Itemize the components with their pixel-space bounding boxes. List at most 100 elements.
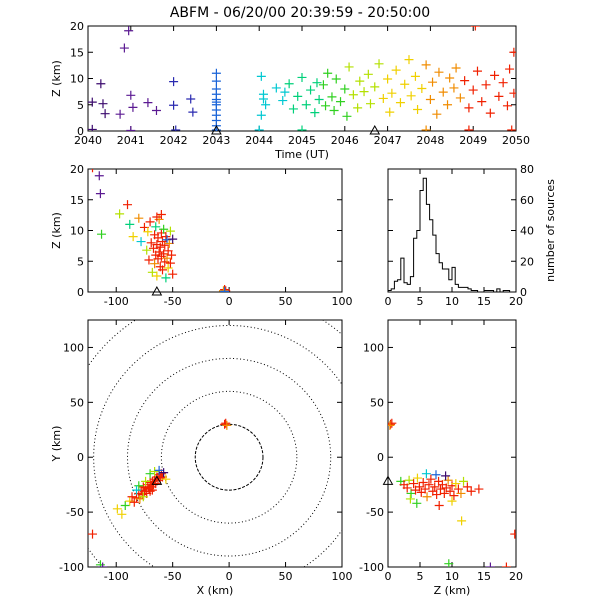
data-point	[455, 93, 465, 103]
data-point	[280, 87, 290, 97]
data-point	[348, 90, 358, 100]
data-point	[470, 26, 480, 31]
x-tick-label: 50	[279, 295, 293, 308]
data-point	[132, 485, 142, 495]
data-point	[151, 222, 161, 232]
x-tick-label: 100	[332, 570, 353, 583]
data-point	[474, 484, 484, 494]
y-tick-label: 10	[70, 73, 84, 86]
x-tick-label: 10	[445, 295, 459, 308]
y-tick-label: 0	[77, 286, 84, 299]
data-point	[150, 259, 160, 269]
data-point	[134, 481, 144, 491]
data-point	[256, 110, 266, 120]
data-point	[336, 97, 346, 107]
y-tick-label: 60	[520, 194, 534, 207]
data-point	[95, 189, 105, 199]
data-point	[169, 77, 179, 87]
data-point	[254, 125, 264, 131]
x-tick-label: 15	[477, 295, 491, 308]
data-point	[445, 486, 455, 496]
data-point	[211, 76, 221, 86]
data-point	[162, 253, 172, 263]
data-point	[472, 66, 482, 76]
data-point	[342, 111, 352, 121]
data-point	[293, 91, 303, 101]
panel-plan-view: -100 -50 0 50 100 -100 -50 0 50 100 X (km) Y (km)	[50, 319, 353, 597]
x-tick-label: 0	[226, 570, 233, 583]
data-point	[152, 212, 162, 222]
data-point	[485, 108, 495, 118]
data-point	[409, 479, 419, 489]
y-axis-label: Z (km)	[50, 60, 63, 97]
data-point	[447, 481, 457, 491]
data-point	[327, 92, 337, 102]
data-point	[288, 104, 298, 114]
data-point	[153, 233, 163, 243]
data-point	[147, 267, 157, 277]
data-point	[444, 559, 454, 567]
y-tick-label: 20	[70, 163, 84, 176]
data-point	[365, 99, 375, 109]
data-point	[435, 484, 445, 494]
range-rings	[88, 320, 342, 567]
data-point	[145, 217, 155, 227]
data-point	[406, 91, 416, 101]
data-point	[412, 498, 422, 508]
data-point	[485, 562, 495, 567]
data-point	[278, 96, 288, 106]
data-point	[388, 420, 395, 430]
data-point	[388, 418, 397, 428]
data-point	[161, 474, 171, 484]
y-axis-label: number of sources	[544, 179, 557, 282]
data-point	[400, 79, 410, 89]
data-point	[144, 255, 154, 265]
data-point	[383, 74, 393, 84]
data-point	[447, 496, 457, 506]
data-point	[507, 125, 516, 131]
data-point	[151, 106, 161, 116]
y-axis: -100 -50 0 50 100	[359, 341, 516, 574]
y-tick-label: 20	[70, 20, 84, 33]
y-axis: 0 5 10 15 20	[70, 20, 516, 138]
x-tick-label: 10	[445, 570, 459, 583]
data-point	[120, 501, 130, 511]
data-point	[256, 71, 266, 81]
data-point	[96, 79, 106, 89]
x-tick-label: -50	[164, 295, 182, 308]
data-point	[125, 219, 135, 229]
data-point	[161, 273, 171, 283]
y-tick-label: -50	[66, 506, 84, 519]
station-triangle-marker	[382, 475, 394, 485]
data-point	[464, 125, 474, 131]
data-point	[424, 480, 434, 490]
x-axis: -100 -50 0 50 100	[104, 320, 353, 583]
y-tick-label: 0	[520, 286, 527, 299]
x-tick-label: -100	[104, 570, 129, 583]
x-tick-label: 0	[226, 295, 233, 308]
data-point	[147, 485, 157, 495]
data-point	[329, 106, 339, 116]
data-point	[318, 80, 328, 90]
data-point	[220, 419, 230, 429]
y-tick-label: 15	[70, 46, 84, 59]
data-point	[421, 60, 431, 70]
data-point	[466, 486, 476, 496]
data-point	[494, 91, 504, 101]
data-point	[222, 420, 232, 430]
x-tick-label: 2047	[374, 134, 402, 147]
data-point	[501, 562, 511, 567]
data-point	[98, 562, 108, 567]
data-point	[117, 509, 127, 519]
x-tick-label: 2044	[245, 134, 273, 147]
data-point	[162, 235, 172, 245]
data-point	[370, 82, 380, 92]
y-tick-label: 80	[520, 163, 534, 176]
data-point	[378, 93, 388, 103]
data-point	[421, 469, 431, 479]
x-tick-label: -50	[164, 570, 182, 583]
data-point	[145, 486, 155, 496]
panel-x-height: -100 -50 0 50 100 0 5 10 15 20 Z (km)	[50, 163, 353, 308]
histogram-line	[388, 177, 516, 292]
